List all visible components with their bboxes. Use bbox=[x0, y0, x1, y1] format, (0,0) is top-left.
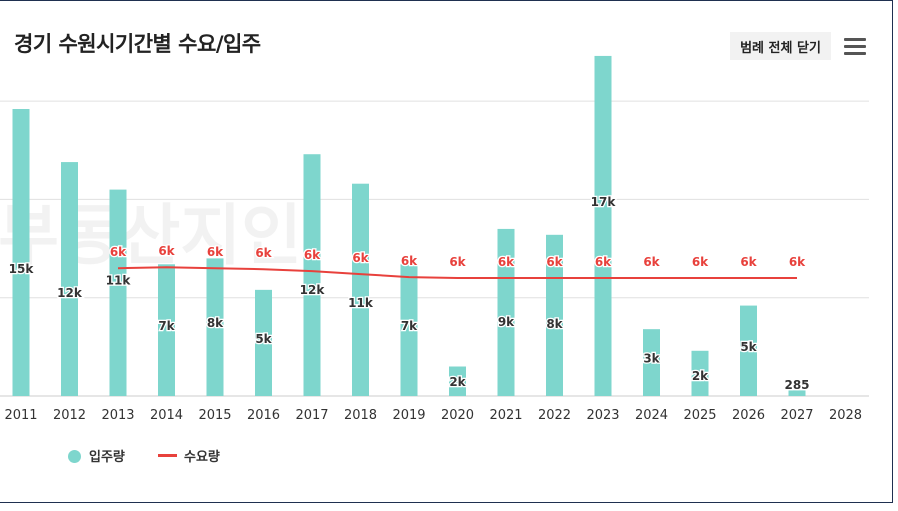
watermark-text: 부동산지인 bbox=[0, 197, 302, 274]
bar-data-label: 11k bbox=[106, 274, 132, 288]
bar-2024[interactable] bbox=[643, 329, 660, 396]
bar-2017[interactable] bbox=[303, 154, 321, 396]
bar-data-label: 2k bbox=[692, 369, 709, 383]
bar-data-label: 12k bbox=[300, 283, 326, 297]
bar-data-label: 3k bbox=[643, 352, 660, 366]
legend-dot-icon bbox=[68, 450, 81, 463]
bar-data-label: 15k bbox=[9, 262, 35, 276]
x-tick-label: 2014 bbox=[150, 408, 183, 423]
hamburger-menu-icon[interactable] bbox=[844, 38, 866, 56]
x-tick-label: 2025 bbox=[683, 408, 716, 423]
line-data-label: 6k bbox=[401, 254, 418, 268]
line-data-label: 6k bbox=[352, 251, 369, 265]
bar-data-label: 2k bbox=[449, 375, 466, 389]
x-tick-label: 2023 bbox=[586, 408, 619, 423]
x-tick-label: 2024 bbox=[635, 408, 668, 423]
bar-2026[interactable] bbox=[740, 305, 757, 396]
bar-data-label: 7k bbox=[158, 319, 175, 333]
line-data-label: 6k bbox=[740, 255, 757, 269]
bar-2027[interactable] bbox=[788, 390, 806, 396]
bar-2015[interactable] bbox=[206, 258, 224, 396]
legend-supply-label: 입주량 bbox=[89, 450, 125, 465]
bar-2022[interactable] bbox=[546, 234, 563, 396]
x-tick-label: 2026 bbox=[732, 408, 765, 423]
bar-data-label: 9k bbox=[498, 315, 515, 329]
x-tick-label: 2012 bbox=[53, 408, 86, 423]
x-tick-label: 2018 bbox=[344, 408, 377, 423]
line-data-label: 6k bbox=[643, 255, 660, 269]
x-tick-label: 2015 bbox=[198, 408, 231, 423]
line-data-label: 6k bbox=[595, 255, 612, 269]
bar-2014[interactable] bbox=[158, 264, 175, 396]
line-data-label: 6k bbox=[110, 245, 127, 259]
chart-container bbox=[0, 0, 893, 503]
legend-toggle-button[interactable]: 범례 전체 닫기 bbox=[730, 32, 831, 60]
bar-data-label: 12k bbox=[57, 286, 83, 300]
bar-2018[interactable] bbox=[352, 183, 369, 396]
bar-data-label: 5k bbox=[255, 332, 272, 346]
x-tick-label: 2021 bbox=[489, 408, 522, 423]
x-tick-label: 2022 bbox=[538, 408, 571, 423]
line-data-label: 6k bbox=[546, 255, 563, 269]
bar-2011[interactable] bbox=[12, 109, 30, 397]
x-tick-label: 2011 bbox=[4, 408, 37, 423]
x-tick-label: 2028 bbox=[829, 408, 862, 423]
bar-data-label: 11k bbox=[348, 296, 374, 310]
legend-demand-label: 수요량 bbox=[184, 450, 220, 465]
x-tick-label: 2019 bbox=[392, 408, 425, 423]
bar-2023[interactable] bbox=[594, 55, 612, 396]
bar-data-label: 17k bbox=[591, 195, 617, 209]
bar-2019[interactable] bbox=[400, 264, 418, 396]
chart-title: 경기 수원시기간별 수요/입주 bbox=[14, 32, 261, 56]
line-data-label: 6k bbox=[789, 255, 806, 269]
line-data-label: 6k bbox=[304, 248, 321, 262]
bar-data-label: 7k bbox=[401, 319, 418, 333]
bar-data-label: 8k bbox=[207, 316, 224, 330]
bar-data-label: 5k bbox=[740, 340, 757, 354]
bar-2012[interactable] bbox=[61, 162, 78, 396]
bar-2016[interactable] bbox=[255, 289, 272, 396]
line-data-label: 6k bbox=[449, 255, 466, 269]
line-data-label: 6k bbox=[207, 245, 224, 259]
x-tick-label: 2017 bbox=[295, 408, 328, 423]
bar-2020[interactable] bbox=[449, 366, 466, 396]
line-data-label: 6k bbox=[498, 255, 515, 269]
legend-item-supply[interactable]: 입주량 bbox=[68, 446, 125, 465]
x-tick-label: 2027 bbox=[780, 408, 813, 423]
demand-line[interactable] bbox=[117, 266, 797, 280]
bar-2013[interactable] bbox=[109, 189, 127, 396]
bar-data-label: 285 bbox=[784, 378, 809, 392]
bar-data-label: 8k bbox=[546, 317, 563, 331]
legend-item-demand[interactable]: 수요량 bbox=[158, 446, 220, 465]
legend-line-icon bbox=[158, 454, 177, 457]
line-data-label: 6k bbox=[255, 246, 272, 260]
bar-2021[interactable] bbox=[497, 228, 515, 396]
x-tick-label: 2020 bbox=[441, 408, 474, 423]
line-data-label: 6k bbox=[692, 255, 709, 269]
x-tick-label: 2013 bbox=[101, 408, 134, 423]
line-data-label: 6k bbox=[158, 244, 175, 258]
bar-2025[interactable] bbox=[691, 350, 709, 396]
x-tick-label: 2016 bbox=[247, 408, 280, 423]
